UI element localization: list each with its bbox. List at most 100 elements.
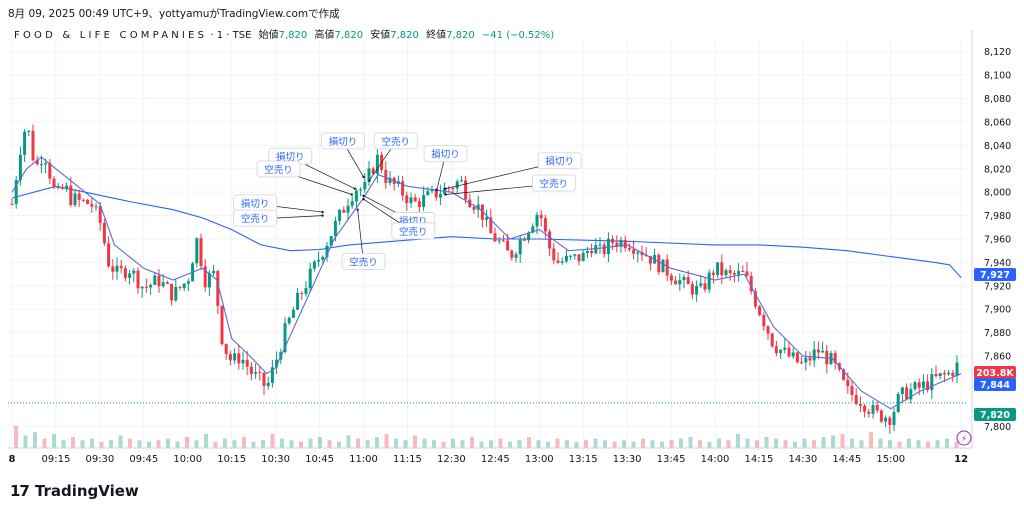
annotation-box[interactable] bbox=[423, 145, 468, 163]
candle-body bbox=[254, 372, 258, 374]
volume-bar bbox=[774, 438, 778, 448]
candle-body bbox=[619, 239, 623, 247]
candle-body bbox=[401, 181, 405, 196]
candle-body bbox=[35, 160, 39, 165]
candle-body bbox=[711, 272, 715, 275]
volume-bar bbox=[650, 440, 655, 448]
candle-body bbox=[283, 323, 287, 353]
candle-body bbox=[539, 214, 543, 219]
candle-body bbox=[552, 248, 556, 261]
price-label-text: 7,844 bbox=[980, 380, 1010, 391]
candle-body bbox=[518, 239, 522, 255]
candle-body bbox=[220, 305, 224, 344]
lightning-icon[interactable] bbox=[956, 430, 972, 446]
candle-body bbox=[783, 347, 787, 350]
annotation-text: 空売り bbox=[381, 136, 410, 148]
annotation-anchor bbox=[362, 175, 365, 179]
annotation-box[interactable] bbox=[373, 132, 418, 150]
volume-bar bbox=[631, 441, 636, 448]
high-label: 高値 bbox=[314, 30, 335, 41]
price-labels: 7,927 203.8K7,844 7,820 bbox=[8, 268, 1016, 421]
candle-body bbox=[884, 417, 888, 422]
candle-body bbox=[359, 189, 363, 191]
volume-bar bbox=[289, 440, 294, 448]
annotation-box[interactable] bbox=[532, 174, 576, 192]
annotation-anchor bbox=[444, 193, 447, 196]
candle-body bbox=[153, 275, 157, 285]
exchange: TSE bbox=[232, 30, 252, 41]
candle-body bbox=[863, 405, 867, 412]
candle-body bbox=[913, 382, 917, 390]
candle-body bbox=[707, 272, 711, 290]
y-tick-label: 7,860 bbox=[984, 352, 1011, 363]
symbol-name[interactable]: FOOD & LIFE COMPANIES bbox=[14, 30, 208, 41]
candle-body bbox=[934, 374, 938, 377]
high-value: 7,820 bbox=[334, 30, 364, 41]
candle-body bbox=[506, 240, 510, 251]
candle-body bbox=[266, 382, 270, 386]
legend-sep-2: · bbox=[226, 30, 230, 41]
candle-body bbox=[111, 266, 115, 272]
volume-bar bbox=[261, 440, 265, 448]
candle-body bbox=[321, 256, 325, 260]
annotation-box[interactable] bbox=[391, 222, 436, 240]
candle-body bbox=[938, 373, 942, 377]
annotation-box[interactable] bbox=[341, 253, 386, 270]
candle-body bbox=[774, 346, 778, 354]
volume-bar bbox=[878, 438, 883, 448]
x-tick-label: 14:15 bbox=[745, 454, 774, 465]
candle-body bbox=[879, 410, 883, 422]
candle-body bbox=[367, 168, 371, 182]
annotation-anchor bbox=[321, 214, 324, 217]
volume-bar bbox=[584, 440, 588, 448]
annotation-box[interactable] bbox=[321, 132, 365, 150]
candle-body bbox=[543, 218, 547, 232]
candle-body bbox=[304, 288, 308, 294]
volume-bar bbox=[175, 441, 180, 448]
annotation-box[interactable] bbox=[256, 160, 301, 178]
volume-bar bbox=[479, 441, 484, 448]
volume-bar bbox=[717, 438, 721, 448]
candle-body bbox=[270, 367, 274, 383]
x-tick-label: 14:45 bbox=[832, 454, 861, 465]
candle-body bbox=[434, 188, 438, 198]
volume-bar bbox=[194, 440, 199, 448]
x-tick-label: 12:30 bbox=[437, 454, 466, 465]
volume-bar bbox=[318, 437, 322, 448]
candle-body bbox=[749, 275, 753, 292]
candle-body bbox=[569, 255, 573, 257]
candle-body bbox=[732, 273, 736, 275]
annotation-box[interactable] bbox=[233, 209, 278, 227]
volume-bar bbox=[166, 438, 170, 448]
volume-bar bbox=[622, 440, 626, 448]
open-label: 始値 bbox=[258, 30, 279, 41]
volume-bar bbox=[574, 441, 579, 448]
candle-body bbox=[606, 238, 610, 255]
candle-body bbox=[833, 353, 837, 364]
volume-bar bbox=[280, 438, 284, 448]
legend-sep-1: · bbox=[210, 30, 214, 41]
y-tick-label: 8,080 bbox=[984, 94, 1011, 105]
candle-body bbox=[350, 201, 354, 206]
y-tick-label: 8,120 bbox=[984, 47, 1011, 58]
annotation-box[interactable] bbox=[537, 152, 582, 170]
candle-body bbox=[333, 220, 337, 237]
vwap-line bbox=[11, 185, 962, 278]
annotation-anchor bbox=[435, 188, 438, 192]
candle-body bbox=[48, 162, 52, 179]
candle-body bbox=[464, 180, 468, 200]
candle-body bbox=[94, 206, 98, 208]
x-tick-label: 15:00 bbox=[876, 454, 905, 465]
volume-bar bbox=[384, 433, 389, 448]
low-label: 安値 bbox=[370, 30, 391, 41]
volume-bar bbox=[489, 440, 493, 448]
volume-bar bbox=[451, 438, 455, 448]
interval[interactable]: 1 bbox=[216, 30, 224, 41]
x-tick-label: 10:45 bbox=[305, 454, 334, 465]
candle-body bbox=[291, 309, 295, 318]
candle-body bbox=[821, 350, 825, 353]
tradingview-brand[interactable]: 17 TradingView bbox=[10, 482, 139, 500]
candle-body bbox=[770, 333, 774, 347]
